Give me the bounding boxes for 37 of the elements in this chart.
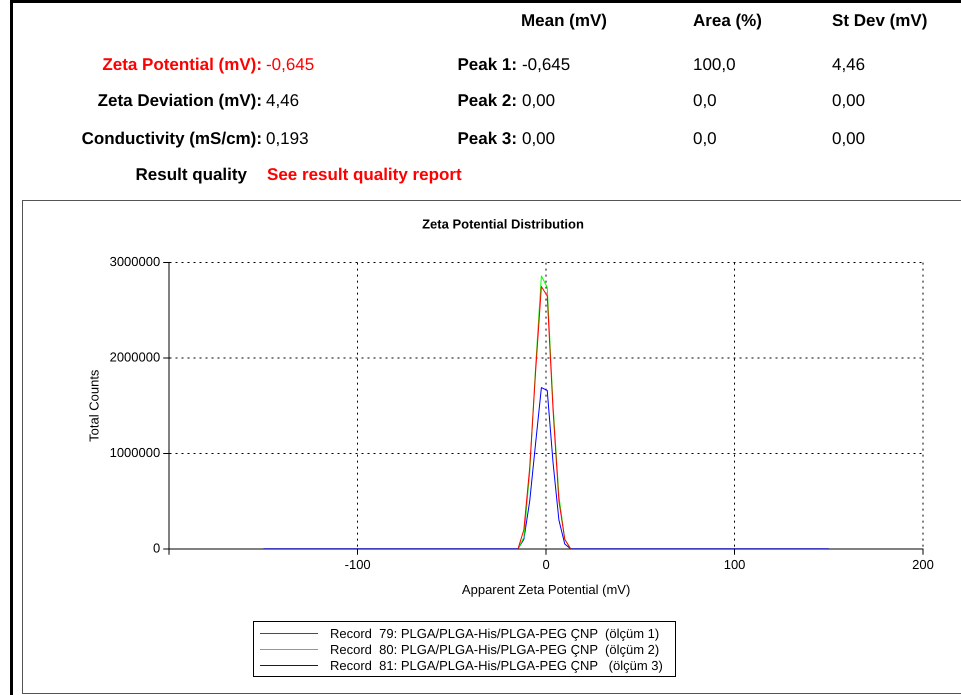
y-tick-label: 2000000 (110, 350, 160, 365)
text: Zeta Potential (mV): (102, 55, 262, 75)
text: Peak 2: (457, 91, 517, 111)
text: -0,645 (266, 55, 314, 75)
text: Mean (mV) (521, 11, 607, 31)
text: 4,46 (266, 91, 300, 111)
text: 0,0 (693, 129, 717, 149)
text: 0,00 (832, 91, 866, 111)
text: St Dev (mV) (832, 11, 928, 31)
y-tick-label: 1000000 (110, 444, 160, 460)
y-tick-label: 0 (152, 540, 160, 556)
text: 0,0 (693, 91, 717, 111)
text: Result quality (136, 165, 247, 185)
text: 4,46 (832, 55, 866, 75)
text: Peak 3: (457, 129, 517, 149)
text: -0,645 (522, 55, 570, 75)
text: Peak 1: (457, 55, 517, 75)
text: See result quality report (267, 165, 462, 185)
legend-label: Record 79: PLGA/PLGA-His/PLGA-PEG ÇNP (ölçüm 1) (330, 626, 660, 640)
text: 0,00 (522, 129, 556, 149)
x-axis-title: Apparent Zeta Potential (mV) (462, 582, 630, 597)
chart-title: Zeta Potential Distribution (422, 216, 584, 232)
text: 0,193 (266, 129, 309, 149)
text: 0,00 (522, 91, 556, 111)
y-tick-label: 3000000 (110, 254, 160, 270)
text: 100,0 (693, 55, 736, 75)
x-tick-label: 200 (912, 557, 934, 572)
legend-label: Record 81: PLGA/PLGA-His/PLGA-PEG ÇNP (ölçüm 3) (330, 658, 663, 672)
x-tick-label: -100 (344, 557, 371, 572)
x-tick-label: 0 (542, 557, 550, 572)
y-axis-title: Total Counts (86, 369, 102, 442)
text: Area (%) (693, 11, 762, 31)
x-tick-label: 100 (724, 557, 746, 572)
text: Conductivity (mS/cm): (82, 129, 262, 149)
text: Zeta Deviation (mV): (98, 91, 262, 111)
legend-label: Record 80: PLGA/PLGA-His/PLGA-PEG ÇNP (ölçüm 2) (330, 642, 660, 656)
text: 0,00 (832, 129, 866, 149)
